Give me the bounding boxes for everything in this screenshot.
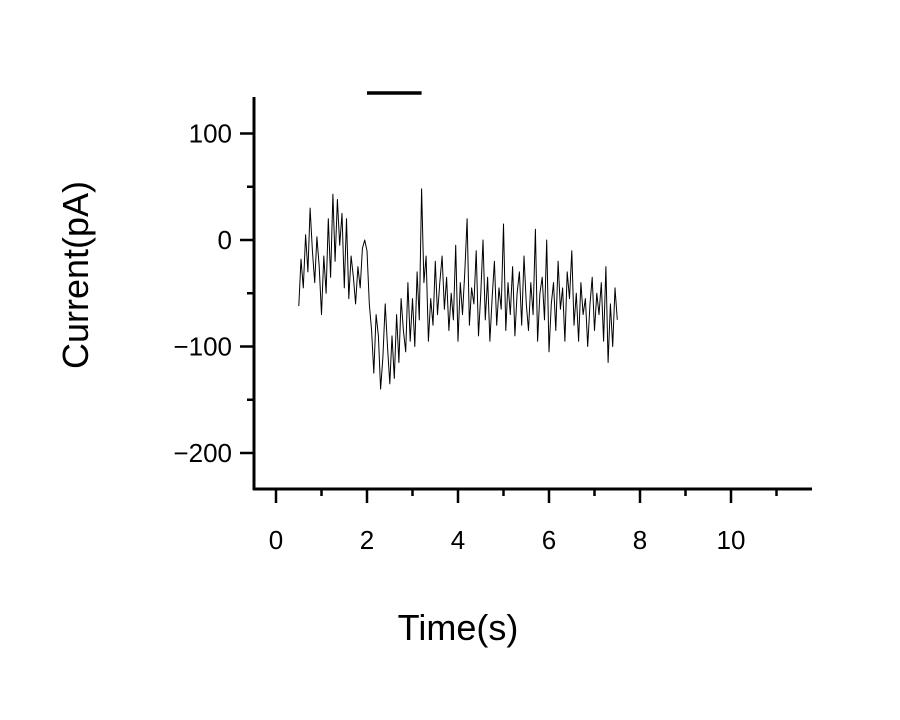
x-tick-label: 10 [717,525,746,555]
y-tick-label: −200 [173,438,232,468]
y-tick-label: 100 [189,119,232,149]
y-tick-label: −100 [173,332,232,362]
x-axis-title: Time(s) [398,607,519,648]
plot-area [298,91,618,390]
y-tick-label: 0 [218,225,232,255]
axes [240,97,812,503]
current-trace [298,188,618,390]
x-tick-label: 0 [269,525,283,555]
x-tick-label: 6 [542,525,556,555]
x-tick-label: 8 [633,525,647,555]
y-axis-title: Current(pA) [55,181,96,369]
tick-labels: 100 0 −100 −200 0 2 4 6 8 10 [173,119,745,556]
x-tick-label: 2 [360,525,374,555]
x-tick-label: 4 [451,525,465,555]
